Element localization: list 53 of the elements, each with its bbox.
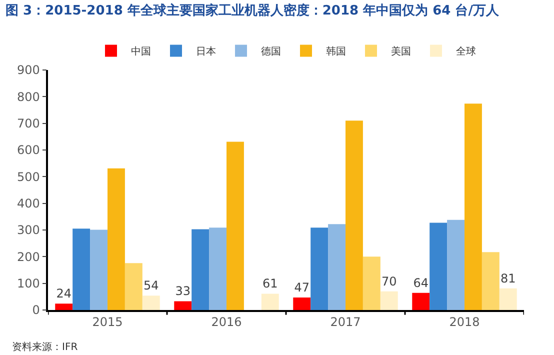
chart-title: 图 3：2015-2018 年全球主要国家工业机器人密度：2018 年中国仅为 64 台/万人 <box>6 2 500 18</box>
legend-label: 日本 <box>196 46 216 58</box>
data-label: 33 <box>175 284 191 298</box>
bar <box>293 297 311 310</box>
legend-label: 美国 <box>391 46 411 58</box>
bar <box>346 120 363 310</box>
bar <box>362 256 380 310</box>
y-tick-label: 400 <box>16 196 40 211</box>
text: 资料来源：IFR <box>12 341 78 353</box>
bar <box>174 301 192 310</box>
bar <box>328 224 346 310</box>
bar <box>192 229 210 310</box>
data-label: 61 <box>262 276 278 291</box>
y-tick-label: 800 <box>16 90 40 104</box>
x-tick-label: 2015 <box>92 315 123 330</box>
bar <box>108 168 125 310</box>
data-label: 47 <box>294 280 310 294</box>
bar <box>261 294 279 310</box>
legend-label: 韩国 <box>326 46 346 58</box>
legend-label: 德国 <box>261 46 281 58</box>
bar <box>412 292 430 310</box>
data-label: 64 <box>413 276 429 290</box>
y-tick-label: 700 <box>16 116 40 131</box>
y-tick-label: 500 <box>16 170 40 184</box>
bar <box>209 228 226 310</box>
bar <box>124 263 142 310</box>
data-label: 24 <box>56 286 72 301</box>
bar <box>72 228 90 310</box>
y-tick-label: 0 <box>32 303 40 318</box>
y-tick-label: 100 <box>16 276 40 291</box>
bar <box>90 230 108 310</box>
y-tick-label: 600 <box>16 143 40 158</box>
data-label: 54 <box>143 278 159 293</box>
bar <box>482 252 500 310</box>
data-label: 70 <box>381 274 397 288</box>
x-tick-label: 2016 <box>211 315 242 330</box>
bar <box>142 296 160 310</box>
bar <box>430 222 448 310</box>
data-label: 81 <box>500 271 516 286</box>
bar <box>464 104 482 310</box>
y-tick-label: 900 <box>16 63 40 78</box>
bar <box>55 304 73 310</box>
x-tick-label: 2017 <box>330 315 361 330</box>
y-tick-label: 200 <box>16 250 40 264</box>
legend-label: 中国 <box>131 46 151 58</box>
bar <box>310 228 328 310</box>
legend-label: 全球 <box>456 46 476 58</box>
bar <box>226 142 244 310</box>
bar <box>380 291 398 310</box>
x-tick-label: 2018 <box>449 315 480 330</box>
y-tick-label: 300 <box>16 223 40 238</box>
bar <box>447 220 464 310</box>
bar <box>499 288 517 310</box>
